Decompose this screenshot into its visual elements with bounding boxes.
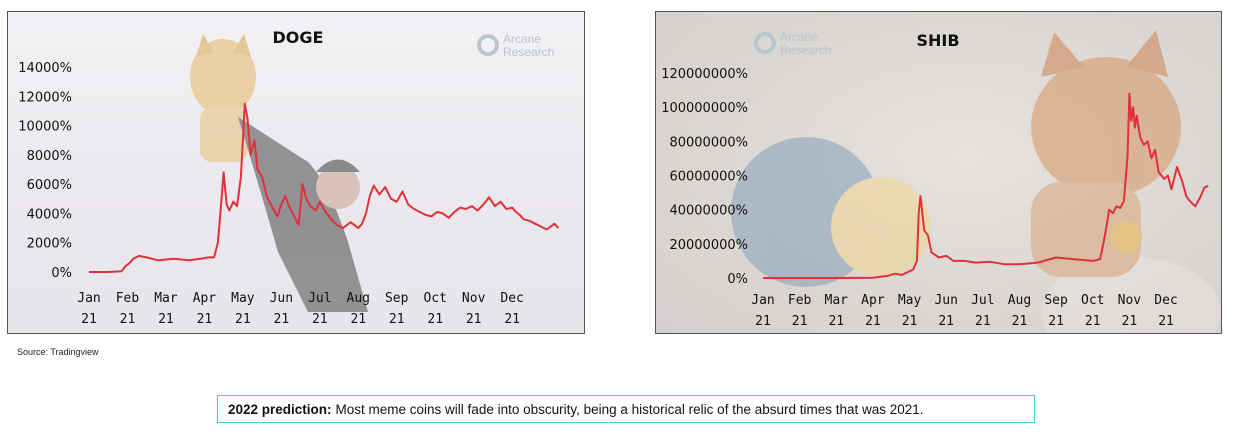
doge-chart-panel: DOGE Arcane Research 0% 2000% 4000% 6000% 80… <box>7 11 585 334</box>
watermark-line2: Research <box>780 43 831 57</box>
person-silhouette-icon <box>238 117 368 312</box>
doge-xtick-label: Dec 21 <box>500 291 523 327</box>
arcane-research-logo-icon <box>477 34 499 56</box>
arcane-watermark: Arcane Research <box>754 30 831 57</box>
shib-xtick-label: Apr 21 <box>861 293 885 329</box>
doge-xtick-label: Jun 21 <box>270 291 293 327</box>
doge-ytick-label: 12000% <box>18 90 72 105</box>
shib-ytick-label: 100000000% <box>661 101 748 116</box>
doge-shiba-icon <box>190 39 256 115</box>
shib-xtick-label: Aug 21 <box>1008 293 1031 329</box>
shib-xtick-label: Jul 21 <box>971 293 994 329</box>
source-note: Source: Tradingview <box>17 347 99 357</box>
doge-xtick-label: Nov 21 <box>462 291 486 327</box>
shib-line-chart: SHIB Arcane Research 0% 20000000% 40000000… <box>661 30 1209 329</box>
shib-x-axis: Jan 21 Feb 21 Mar 21 Apr 21 May 21 Jun 21 Jul 21 Aug 21… <box>751 293 1178 329</box>
shib-xtick-label: Sep 21 <box>1044 293 1068 329</box>
doge-background-art <box>190 34 368 312</box>
doge-chart-title: DOGE <box>273 28 324 47</box>
doge-ytick-label: 6000% <box>27 178 72 193</box>
shib-xtick-label: Nov 21 <box>1118 293 1142 329</box>
prediction-label: 2022 prediction: <box>228 401 332 417</box>
doge-ytick-label: 0% <box>51 266 72 281</box>
doge-y-axis: 0% 2000% 4000% 6000% 8000% 10000% 12000% 14000% <box>18 61 72 281</box>
shib-chart-panel: SHIB Arcane Research 0% 20000000% 40000000… <box>655 11 1222 334</box>
arcane-research-logo-icon <box>754 32 776 54</box>
doge-ytick-label: 10000% <box>18 120 72 135</box>
doge-xtick-label: May 21 <box>231 291 255 327</box>
shib-ytick-label: 0% <box>727 272 748 287</box>
doge-ytick-label: 2000% <box>27 237 72 252</box>
shib-ytick-label: 80000000% <box>669 135 748 150</box>
shib-y-axis: 0% 20000000% 40000000% 60000000% 80000000% 10… <box>661 67 748 287</box>
shib-background-art <box>731 30 1221 333</box>
shib-chart-title: SHIB <box>916 31 959 50</box>
doge-xtick-label: Sep 21 <box>385 291 409 327</box>
doge-series-line <box>89 102 560 273</box>
prediction-text: Most meme coins will fade into obscurity… <box>335 401 924 417</box>
shib-ytick-label: 120000000% <box>661 67 748 82</box>
shib-xtick-label: May 21 <box>898 293 922 329</box>
shib-ytick-label: 40000000% <box>669 204 748 219</box>
doge-xtick-label: Mar 21 <box>154 291 178 327</box>
doge-xtick-label: Oct 21 <box>423 291 446 327</box>
prediction-box: 2022 prediction: Most meme coins will fa… <box>217 395 1035 423</box>
watermark-line2: Research <box>503 45 554 59</box>
watermark-line1: Arcane <box>780 30 818 44</box>
doge-x-axis: Jan 21 Feb 21 Mar 21 Apr 21 May 21 Jun 21 Jul 21 Aug 21… <box>77 291 524 327</box>
shib-xtick-label: Dec 21 <box>1154 293 1177 329</box>
doge-xtick-label: Aug 21 <box>347 291 370 327</box>
shib-xtick-label: Mar 21 <box>825 293 849 329</box>
doge-xtick-label: Jan 21 <box>77 291 100 327</box>
doge-ytick-label: 14000% <box>18 61 72 76</box>
doge-xtick-label: Apr 21 <box>193 291 217 327</box>
doge-xtick-label: Jul 21 <box>308 291 331 327</box>
shib-series-line <box>763 92 1209 279</box>
shib-xtick-label: Jun 21 <box>934 293 957 329</box>
shib-xtick-label: Oct 21 <box>1081 293 1104 329</box>
doge-line-chart: DOGE Arcane Research 0% 2000% 4000% 6000% 80… <box>18 28 560 327</box>
watermark-line1: Arcane <box>503 32 541 46</box>
shib-xtick-label: Jan 21 <box>751 293 774 329</box>
doge-ytick-label: 4000% <box>27 207 72 222</box>
arcane-watermark: Arcane Research <box>477 32 554 59</box>
shiba-inu-icon <box>1031 57 1181 197</box>
shib-ytick-label: 60000000% <box>669 170 748 185</box>
shib-ytick-label: 20000000% <box>669 238 748 253</box>
shib-xtick-label: Feb 21 <box>788 293 812 329</box>
doge-xtick-label: Feb 21 <box>116 291 140 327</box>
doge-ytick-label: 8000% <box>27 149 72 164</box>
